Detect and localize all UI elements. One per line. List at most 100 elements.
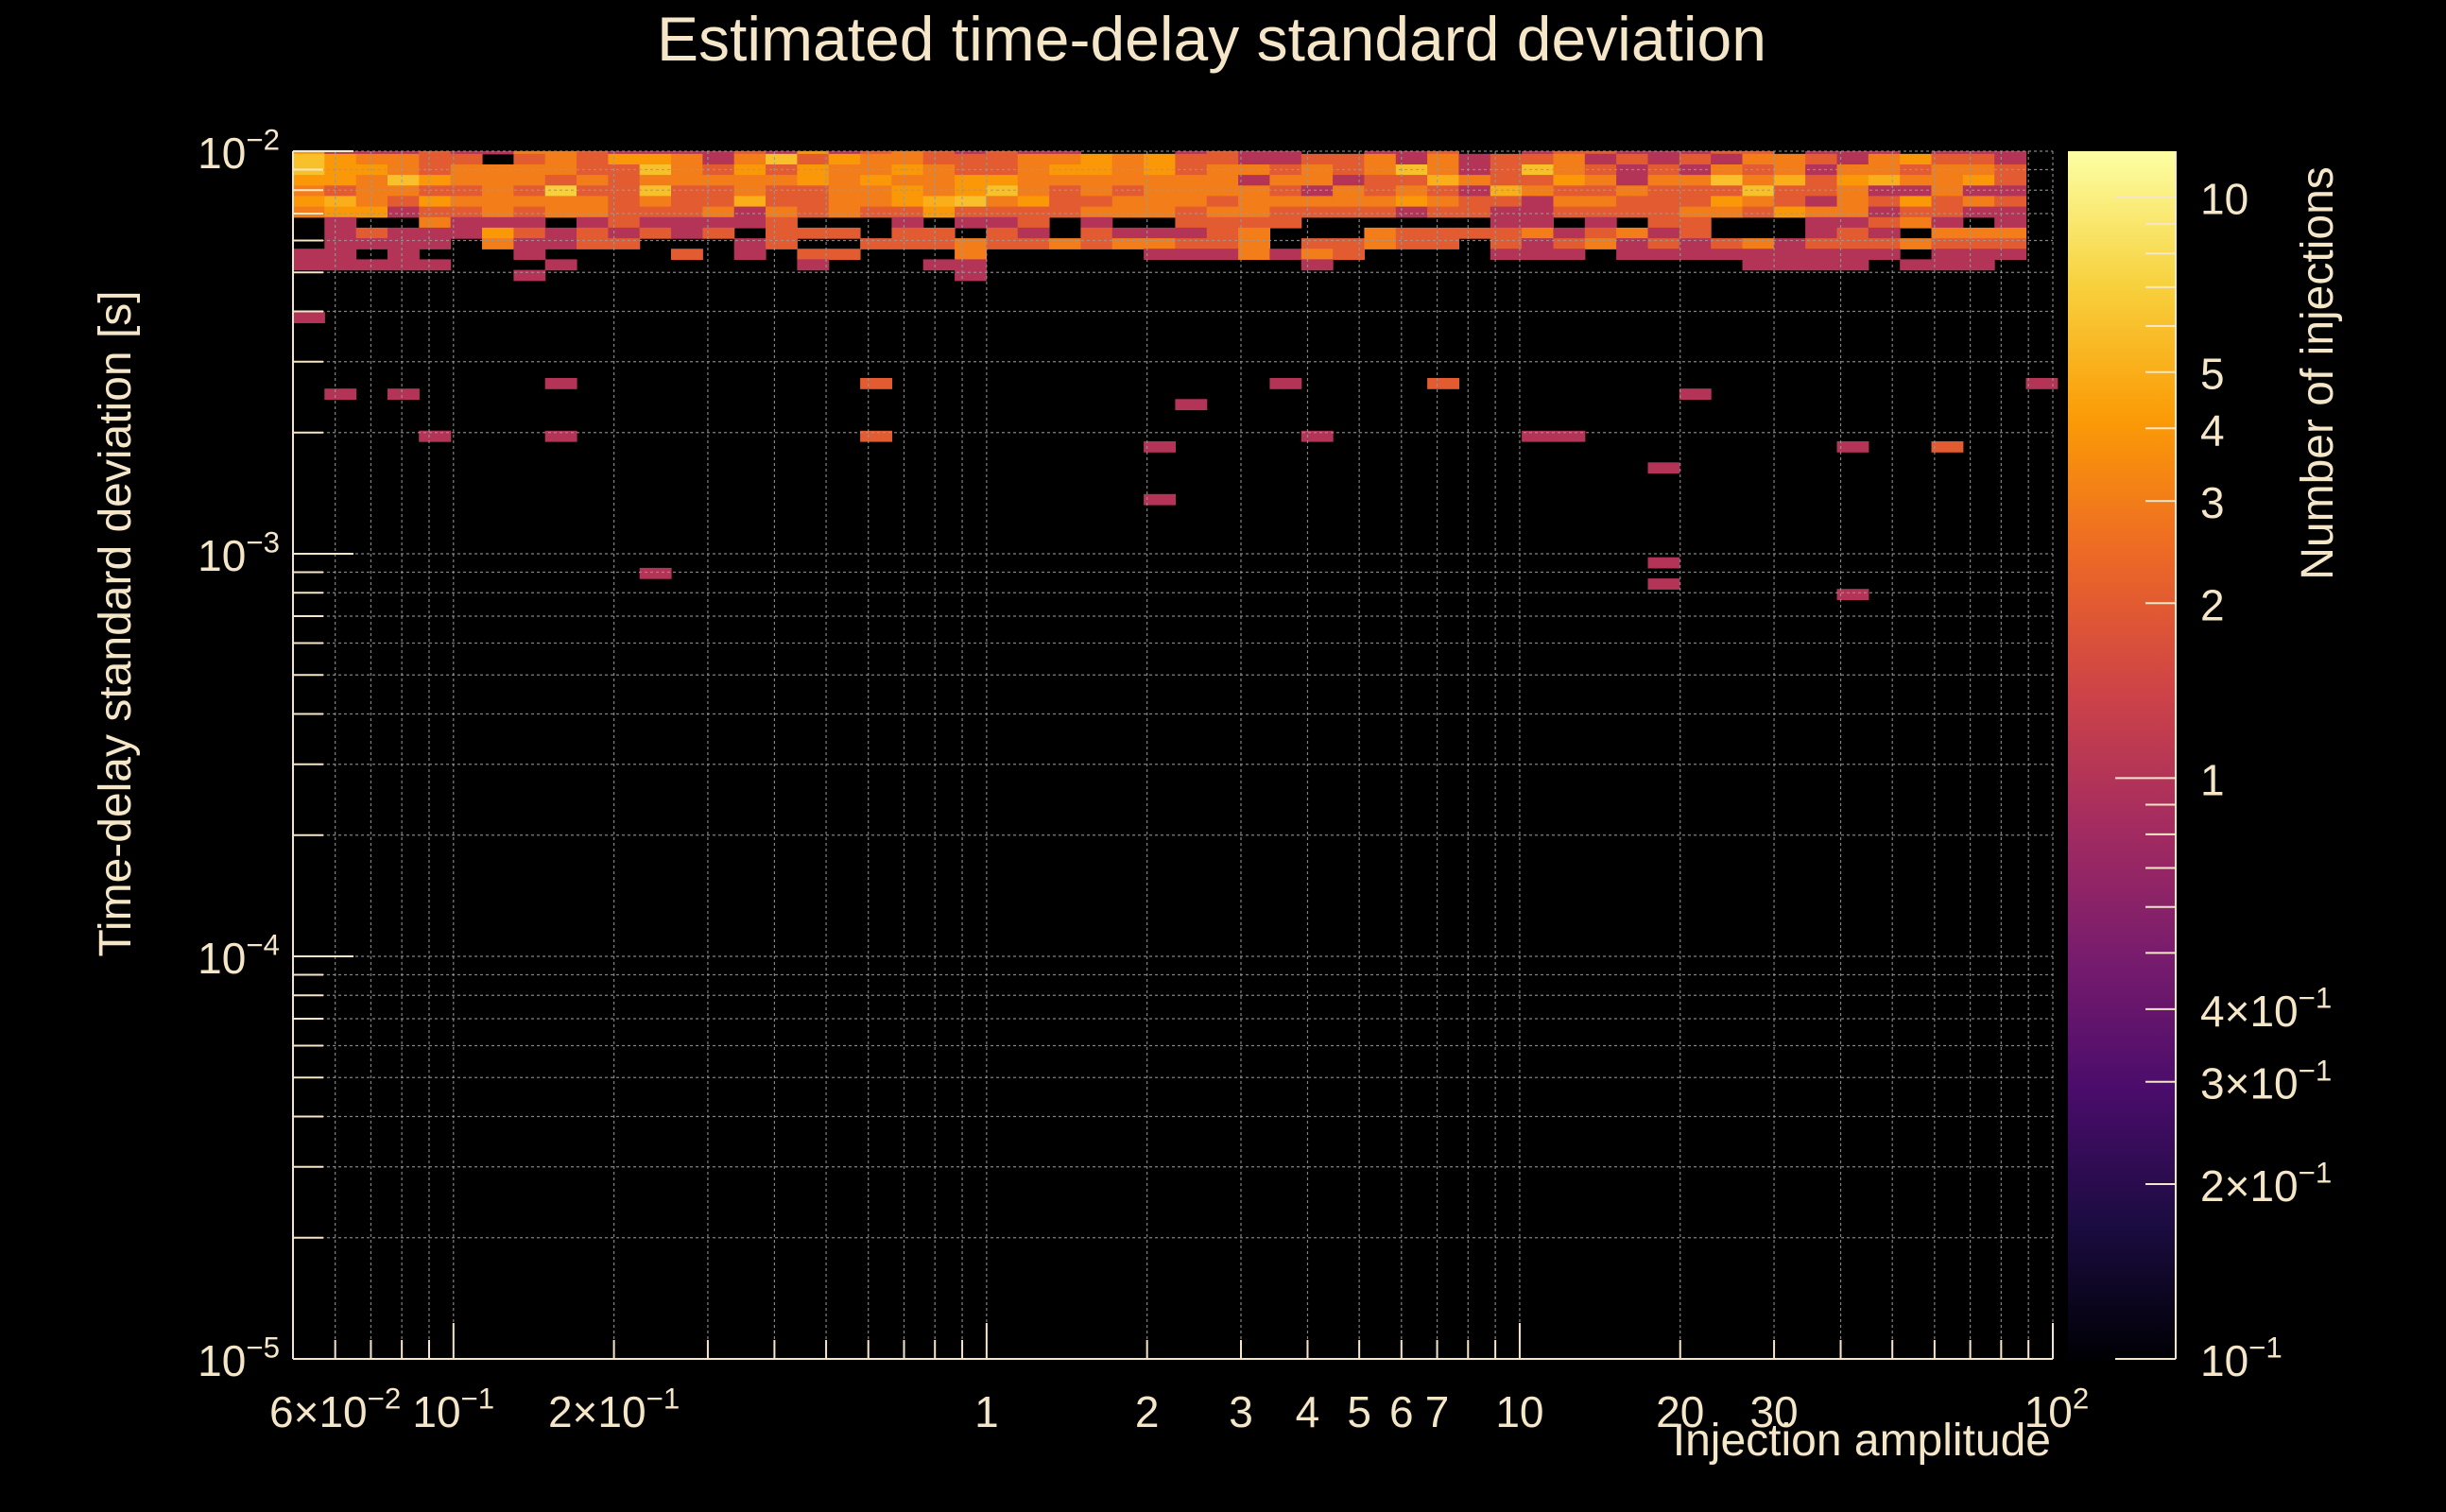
heatmap-cell	[671, 175, 703, 186]
heatmap-cell	[544, 175, 577, 186]
heatmap-cell	[293, 153, 325, 165]
heatmap-cell	[860, 238, 892, 249]
heatmap-cell	[293, 312, 325, 323]
heatmap-cell	[1553, 206, 1586, 218]
heatmap-cell	[986, 153, 1019, 165]
heatmap-cell	[388, 259, 420, 271]
heatmap-cell	[544, 378, 577, 389]
heatmap-cell	[1395, 227, 1428, 239]
heatmap-cell	[766, 175, 798, 186]
heatmap-cell	[388, 151, 420, 155]
x-tick-label: 2	[1135, 1387, 1160, 1436]
heatmap-cell	[1080, 238, 1113, 249]
heatmap-cell	[1647, 153, 1680, 165]
heatmap-cell	[891, 175, 924, 186]
heatmap-cell	[1175, 175, 1208, 186]
heatmap-cell	[1679, 185, 1712, 198]
heatmap-cell	[608, 153, 641, 165]
heatmap-cell	[324, 238, 357, 249]
heatmap-cell	[671, 227, 703, 239]
heatmap-cell	[1238, 153, 1270, 165]
heatmap-cell	[766, 185, 798, 198]
heatmap-cell	[1175, 185, 1208, 198]
heatmap-cell	[1616, 153, 1648, 165]
heatmap-cell	[1144, 441, 1176, 453]
heatmap-cell	[1742, 238, 1775, 249]
heatmap-cell	[482, 175, 514, 186]
heatmap-cell	[1301, 185, 1334, 198]
heatmap-cell	[1711, 151, 1743, 155]
heatmap-cell	[1868, 185, 1901, 198]
heatmap-cell	[513, 175, 546, 186]
heatmap-cell	[671, 216, 703, 229]
colorbar-tick-label: 1	[2200, 755, 2225, 804]
heatmap-cell	[639, 151, 672, 155]
heatmap-cell	[733, 153, 767, 165]
heatmap-cell	[1522, 238, 1554, 249]
heatmap-cell	[639, 206, 672, 218]
heatmap-cell	[1427, 227, 1459, 239]
heatmap-cell	[1553, 227, 1586, 239]
heatmap-cell	[1962, 175, 1995, 186]
heatmap-cell	[1017, 196, 1050, 208]
heatmap-cell	[955, 269, 987, 282]
heatmap-cell	[1206, 206, 1239, 218]
heatmap-cell	[1206, 175, 1239, 186]
heatmap-cell	[1017, 216, 1050, 229]
heatmap-cell	[797, 196, 830, 208]
heatmap-cell	[355, 227, 388, 239]
heatmap-cell	[955, 249, 987, 260]
heatmap-cell	[766, 196, 798, 208]
heatmap-cell	[733, 185, 767, 198]
heatmap-cell	[513, 151, 546, 155]
heatmap-cell	[1206, 216, 1239, 229]
heatmap-cell	[1900, 238, 1933, 249]
heatmap-cell	[324, 153, 357, 165]
heatmap-cell	[733, 164, 767, 176]
heatmap-cell	[797, 153, 830, 165]
heatmap-cell	[922, 185, 956, 198]
heatmap-cell	[1017, 238, 1050, 249]
heatmap-cell	[1773, 153, 1806, 165]
heatmap-cell	[1647, 206, 1680, 218]
heatmap-cell	[1553, 249, 1586, 260]
heatmap-cell	[797, 151, 830, 155]
heatmap-cell	[608, 238, 641, 249]
heatmap-cell	[1458, 206, 1491, 218]
heatmap-cell	[1333, 206, 1365, 218]
heatmap-cell	[1773, 206, 1806, 218]
heatmap-cell	[1269, 378, 1302, 389]
heatmap-cell	[1553, 175, 1586, 186]
heatmap-cell	[891, 227, 924, 239]
heatmap-cell	[1458, 153, 1491, 165]
heatmap-cell	[1584, 153, 1617, 165]
heatmap-cell	[1522, 185, 1554, 198]
heatmap-cell	[1427, 238, 1459, 249]
heatmap-cell	[922, 151, 956, 155]
heatmap-cell	[544, 259, 577, 271]
heatmap-cell	[293, 196, 325, 208]
chart-title: Estimated time-delay standard deviation	[657, 4, 1766, 74]
heatmap-cell	[1647, 196, 1680, 208]
heatmap-cell	[1333, 175, 1365, 186]
heatmap-cell	[544, 227, 577, 239]
heatmap-cell	[1080, 216, 1113, 229]
heatmap-cell	[1490, 175, 1523, 186]
heatmap-cell	[544, 151, 577, 155]
heatmap-cell	[1522, 151, 1554, 155]
heatmap-cell	[986, 185, 1019, 198]
heatmap-cell	[1111, 153, 1145, 165]
colorbar-tick-label: 10	[2200, 175, 2248, 224]
heatmap-cell	[388, 196, 420, 208]
y-axis-label: Time-delay standard deviation [s]	[91, 290, 141, 956]
heatmap-cell	[955, 175, 987, 186]
x-tick-label: 30	[1749, 1387, 1798, 1436]
heatmap-cell	[1144, 206, 1176, 218]
heatmap-cell	[1017, 164, 1050, 176]
heatmap-cell	[1049, 238, 1081, 249]
heatmap-cell	[544, 238, 577, 249]
heatmap-cell	[1900, 259, 1933, 271]
heatmap-cell	[1805, 185, 1837, 198]
heatmap-cell	[639, 216, 672, 229]
heatmap-cell	[1616, 185, 1648, 198]
